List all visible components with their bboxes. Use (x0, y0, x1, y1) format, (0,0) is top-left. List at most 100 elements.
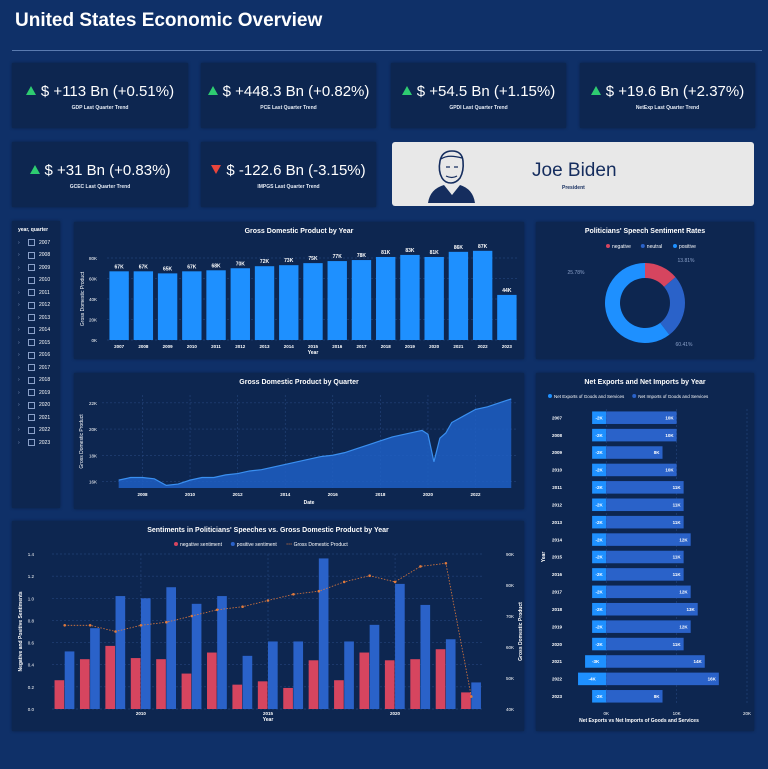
bar (592, 568, 607, 581)
chevron-right-icon: › (18, 277, 20, 283)
bar (156, 659, 166, 709)
y-tick-label: 2020 (552, 642, 563, 647)
bar (448, 251, 469, 340)
bar (420, 604, 431, 709)
y-tick-label: 60K (89, 277, 97, 282)
y-tick-label: 2014 (552, 537, 563, 542)
bar (257, 681, 268, 709)
checkbox[interactable] (28, 301, 35, 309)
bar (606, 428, 677, 442)
checkbox[interactable] (28, 439, 35, 446)
gdp-by-quarter-chart: Gross Domestic Product by Quarter 16K 18K… (74, 373, 524, 509)
slicer-item-2023[interactable]: › 2023 (18, 439, 50, 446)
checkbox[interactable] (28, 339, 35, 346)
x-tick-label: 0K (603, 711, 609, 716)
data-label: 25.78% (568, 270, 586, 276)
x-tick-label: 2011 (211, 344, 221, 349)
y-axis-label: Gross Domestic Product (80, 271, 86, 326)
checkbox[interactable] (28, 414, 35, 421)
kpi-card-gdp[interactable]: $ +113 Bn (+0.51%) GDP Last Quarter Tren… (12, 63, 188, 128)
x-tick-label: 2010 (136, 711, 147, 716)
y-tick-label: 2016 (552, 572, 563, 577)
checkbox[interactable] (28, 289, 35, 296)
checkbox[interactable] (28, 426, 35, 434)
slicer-item-2016[interactable]: › 2016 (18, 351, 51, 359)
y-tick-label: 2023 (552, 694, 563, 699)
data-label: 10K (665, 468, 674, 473)
pie-slice (645, 263, 676, 287)
data-label: 83K (405, 248, 415, 254)
kpi-card-impgs[interactable]: $ -122.6 Bn (-3.15%) IMPGS Last Quarter … (201, 142, 376, 207)
kpi-card-gcec[interactable]: $ +31 Bn (+0.83%) GCEC Last Quarter Tren… (12, 142, 188, 207)
slicer-item-2019[interactable]: › 2019 (18, 389, 50, 396)
bar (359, 652, 370, 709)
slicer-item-2013[interactable]: › 2013 (18, 314, 50, 321)
trend-up-icon (590, 86, 601, 95)
slicer-item-2020[interactable]: › 2020 (18, 401, 50, 409)
checkbox[interactable] (28, 364, 35, 371)
y-tick-label: 2015 (552, 555, 563, 560)
bar (166, 587, 177, 709)
bar (207, 652, 217, 709)
y-tick-label: 2019 (552, 624, 563, 629)
gdp-by-year-chart: Gross Domestic Product by Year 0K 20K 40K 6… (74, 222, 524, 359)
bar (592, 428, 607, 442)
bar (254, 266, 275, 340)
checkbox[interactable] (28, 251, 35, 259)
kpi-card-pce[interactable]: $ +448.3 Bn (+0.82%) PCE Last Quarter Tr… (201, 63, 376, 128)
legend-marker (606, 244, 610, 248)
chevron-right-icon: › (18, 389, 20, 396)
legend-marker (632, 394, 637, 398)
data-label: 81K (430, 250, 440, 256)
chevron-right-icon: › (18, 239, 20, 246)
pie-slice (660, 277, 685, 335)
data-label: 75K (308, 256, 318, 262)
slicer-item-label: 2021 (39, 414, 51, 421)
slicer-item-2021[interactable]: › 2021 (18, 414, 50, 421)
checkbox[interactable] (28, 376, 35, 384)
slicer-item-2007[interactable]: › 2007 (18, 239, 50, 246)
line-point (317, 589, 321, 593)
checkbox[interactable] (28, 314, 35, 321)
slicer-item-2015[interactable]: › 2015 (18, 339, 50, 346)
slicer-item-2017[interactable]: › 2017 (18, 364, 50, 371)
slicer-item-2010[interactable]: › 2010 (18, 276, 50, 284)
bar (606, 463, 677, 477)
x-axis-label: Year (308, 350, 319, 356)
x-tick-label: 10K (673, 711, 681, 716)
slicer-item-2008[interactable]: › 2008 (18, 251, 50, 259)
chart-title: Gross Domestic Product by Quarter (239, 379, 359, 386)
y-tick-label: 2009 (552, 450, 563, 455)
data-label: -2K (596, 537, 604, 542)
year-quarter-slicer[interactable]: year, quarter › 2007 › 2008 › 2009 › 2010 › 2011 ›… (12, 221, 60, 508)
slicer-item-2022[interactable]: › 2022 (18, 426, 50, 434)
checkbox[interactable] (28, 401, 35, 409)
kpi-card-gpdi[interactable]: $ +54.5 Bn (+1.15%) GPDI Last Quarter Tr… (391, 63, 566, 128)
checkbox[interactable] (28, 351, 35, 359)
slicer-item-2009[interactable]: › 2009 (18, 264, 50, 271)
slicer-item-2011[interactable]: › 2011 (18, 289, 50, 296)
checkbox[interactable] (28, 276, 35, 284)
slicer-item-label: 2016 (39, 352, 51, 358)
checkbox[interactable] (28, 326, 35, 334)
data-label: 77K (333, 254, 343, 260)
y-tick-label: 2017 (552, 590, 563, 595)
trend-up-icon (207, 86, 218, 95)
president-card: Joe Biden President (392, 142, 754, 206)
y2-tick-label: 80K (506, 583, 514, 588)
slicer-item-2012[interactable]: › 2012 (18, 301, 50, 309)
slicer-item-2018[interactable]: › 2018 (18, 376, 50, 384)
x-tick-label: 20K (743, 711, 751, 716)
checkbox[interactable] (28, 264, 35, 271)
bar (318, 558, 329, 709)
bar (191, 603, 202, 709)
bar (606, 515, 684, 529)
checkbox[interactable] (28, 239, 35, 246)
kpi-card-netexp[interactable]: $ +19.6 Bn (+2.37%) NetExp Last Quarter … (580, 63, 755, 128)
slicer-item-2014[interactable]: › 2014 (18, 326, 50, 334)
y-tick-label: 0K (91, 338, 97, 343)
area-line (118, 398, 512, 486)
y-tick-label: 2012 (552, 502, 563, 507)
checkbox[interactable] (28, 389, 35, 396)
bar (592, 585, 607, 599)
